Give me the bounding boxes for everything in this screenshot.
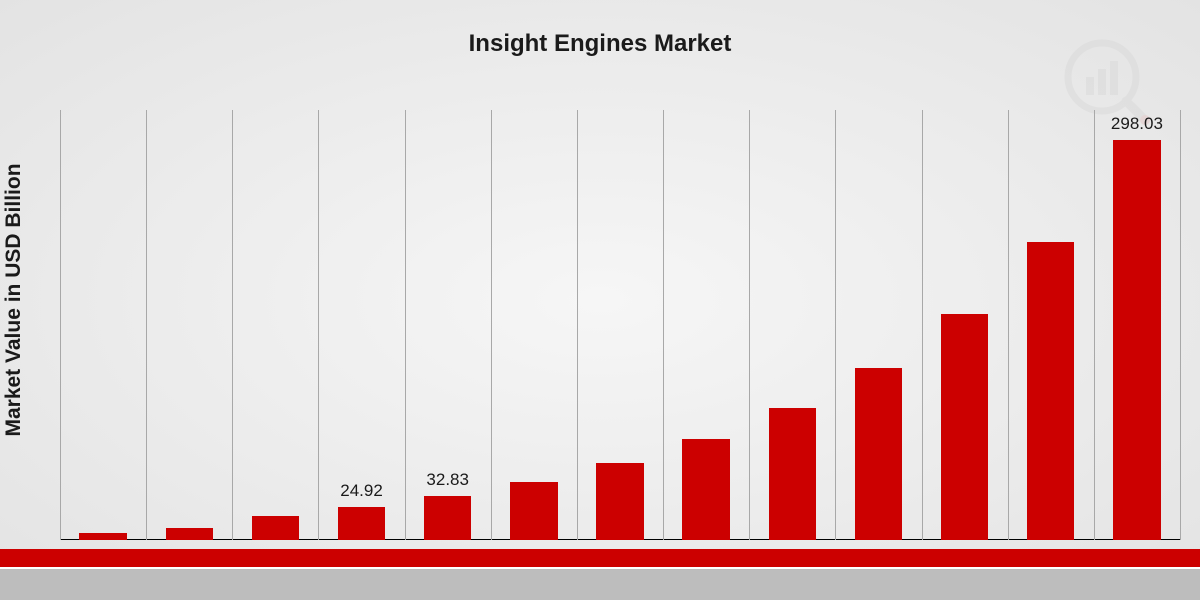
bar-value-label: 298.03 [1094,114,1180,134]
bar [596,463,643,540]
bar [682,439,729,540]
gridline [232,110,233,540]
bar-slot: 32.832024 [405,110,491,540]
y-axis-label: Market Value in USD Billion [2,163,26,436]
bar-slot: 298.032032 [1094,110,1180,540]
bar-slot: 24.922023 [318,110,404,540]
gridline [835,110,836,540]
bar [510,482,557,540]
gridline [1008,110,1009,540]
footer-red-strip [0,549,1200,567]
bar [424,496,471,540]
bar-slot: 2026 [577,110,663,540]
bar-slot: 2030 [922,110,1008,540]
bar [941,314,988,540]
bar-slot: 2031 [1008,110,1094,540]
gridline [922,110,923,540]
bar-slot: 2022 [232,110,318,540]
bar-value-label: 24.92 [318,481,404,501]
bar-slot: 2029 [835,110,921,540]
gridline [749,110,750,540]
chart-title: Insight Engines Market [0,30,1200,58]
bar [166,528,213,540]
bar [338,507,385,540]
bar-slot: 2027 [663,110,749,540]
bar [1027,242,1074,540]
gridline [318,110,319,540]
bar [252,516,299,540]
gridline [60,110,61,540]
chart-container: Insight Engines Market Market Value in U… [0,0,1200,600]
bar [855,368,902,540]
bar-slot: 2019 [146,110,232,540]
bar [769,408,816,540]
gridline [491,110,492,540]
bar-slot: 2018 [60,110,146,540]
gridline [577,110,578,540]
gridline [1094,110,1095,540]
bar-value-label: 32.83 [405,470,491,490]
bar [1113,140,1160,540]
gridline [663,110,664,540]
bar-slot: 2028 [749,110,835,540]
plot-area: 20182019202224.92202332.8320242025202620… [60,110,1180,540]
bar [79,533,126,540]
gridline [146,110,147,540]
bar-slot: 2025 [491,110,577,540]
gridline [1180,110,1181,540]
footer-grey-strip [0,569,1200,600]
